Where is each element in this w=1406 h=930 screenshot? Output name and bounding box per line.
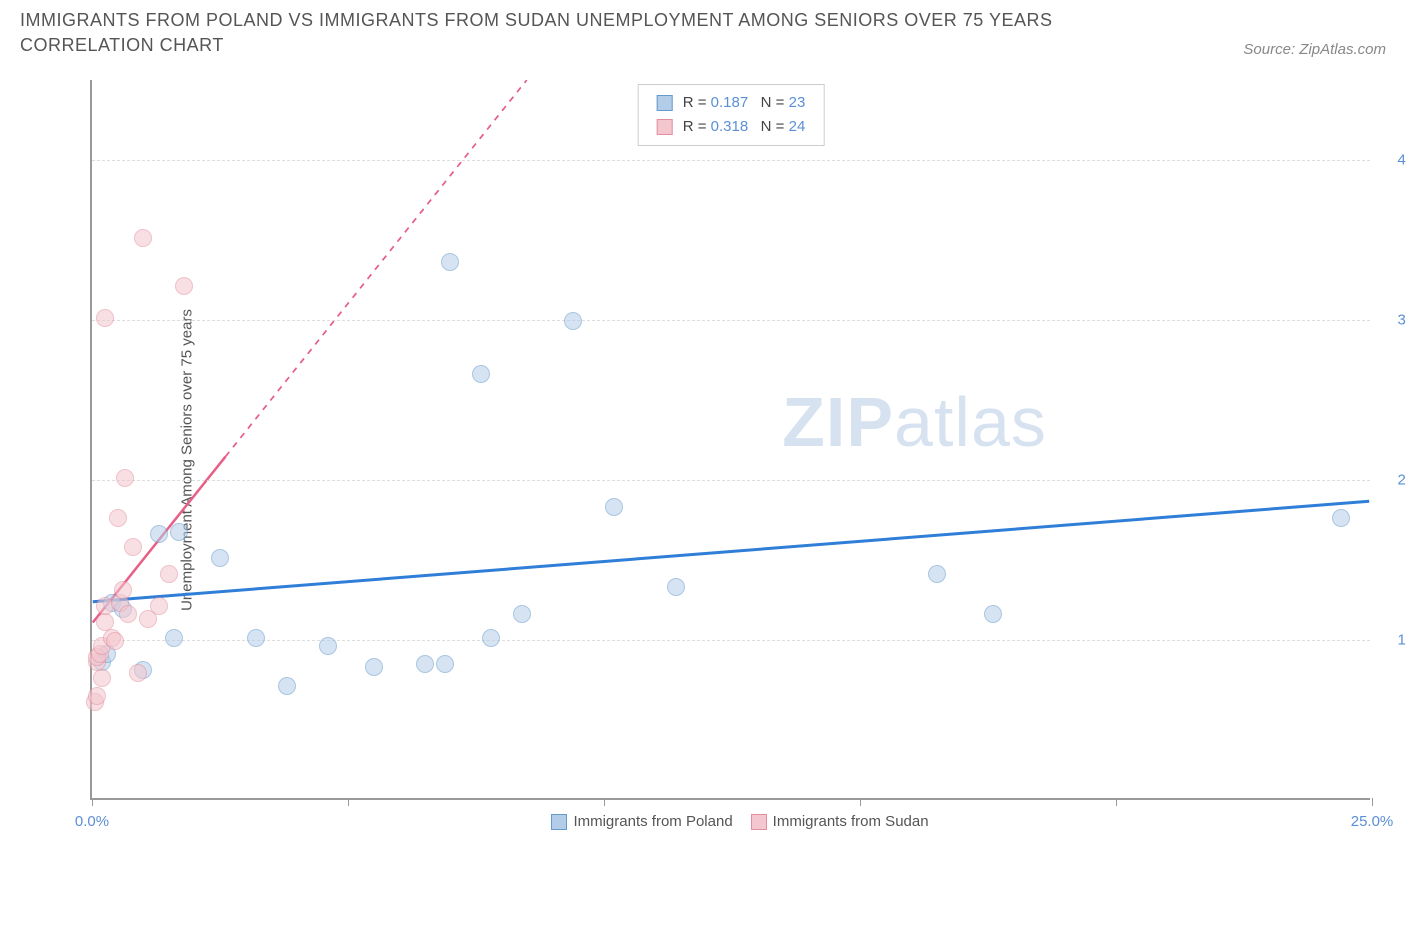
x-tick [1372, 798, 1373, 806]
data-point-poland [436, 655, 454, 673]
data-point-poland [984, 605, 1002, 623]
x-tick [92, 798, 93, 806]
x-tick [604, 798, 605, 806]
y-tick-label: 10.0% [1380, 632, 1406, 649]
data-point-sudan [129, 664, 147, 682]
stats-row-poland: R = 0.187 N = 23 [657, 91, 806, 115]
data-point-poland [513, 605, 531, 623]
data-point-poland [667, 578, 685, 596]
legend-item-sudan: Immigrants from Sudan [733, 813, 929, 830]
source-credit: Source: ZipAtlas.com [1243, 41, 1386, 58]
chart-area: Unemployment Among Seniors over 75 years… [70, 80, 1370, 840]
data-point-sudan [175, 277, 193, 295]
data-point-sudan [114, 581, 132, 599]
data-point-sudan [119, 605, 137, 623]
x-tick-label: 25.0% [1351, 813, 1394, 830]
data-point-poland [365, 658, 383, 676]
grid-line [92, 160, 1370, 161]
data-point-poland [472, 365, 490, 383]
grid-line [92, 640, 1370, 641]
chart-title: IMMIGRANTS FROM POLAND VS IMMIGRANTS FRO… [20, 8, 1140, 58]
legend-item-poland: Immigrants from Poland [533, 813, 732, 830]
data-point-sudan [93, 669, 111, 687]
data-point-sudan [109, 509, 127, 527]
y-tick-label: 40.0% [1380, 152, 1406, 169]
plot-region: ZIPatlas R = 0.187 N = 23R = 0.318 N = 2… [90, 80, 1370, 800]
data-point-sudan [124, 538, 142, 556]
stats-row-sudan: R = 0.318 N = 24 [657, 115, 806, 139]
x-tick [860, 798, 861, 806]
grid-line [92, 480, 1370, 481]
data-point-sudan [116, 469, 134, 487]
watermark: ZIPatlas [782, 382, 1047, 462]
data-point-sudan [150, 597, 168, 615]
data-point-sudan [96, 309, 114, 327]
data-point-poland [170, 523, 188, 541]
data-point-sudan [134, 229, 152, 247]
data-point-poland [416, 655, 434, 673]
data-point-poland [150, 525, 168, 543]
series-legend: Immigrants from PolandImmigrants from Su… [92, 813, 1370, 830]
data-point-poland [278, 677, 296, 695]
data-point-poland [165, 629, 183, 647]
data-point-poland [319, 637, 337, 655]
data-point-sudan [88, 687, 106, 705]
data-point-poland [211, 549, 229, 567]
data-point-poland [605, 498, 623, 516]
x-tick [1116, 798, 1117, 806]
data-point-sudan [106, 632, 124, 650]
x-tick-label: 0.0% [75, 813, 109, 830]
data-point-poland [1332, 509, 1350, 527]
data-point-sudan [160, 565, 178, 583]
data-point-poland [928, 565, 946, 583]
grid-line [92, 320, 1370, 321]
data-point-poland [247, 629, 265, 647]
x-tick [348, 798, 349, 806]
y-tick-label: 20.0% [1380, 472, 1406, 489]
data-point-poland [564, 312, 582, 330]
stats-legend: R = 0.187 N = 23R = 0.318 N = 24 [638, 84, 825, 146]
data-point-poland [482, 629, 500, 647]
y-tick-label: 30.0% [1380, 312, 1406, 329]
data-point-poland [441, 253, 459, 271]
